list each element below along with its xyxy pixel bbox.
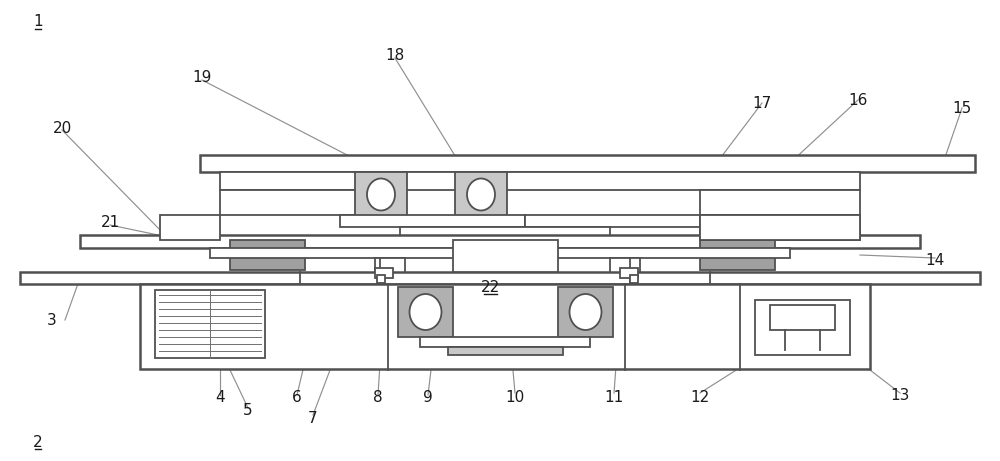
Text: 10: 10 xyxy=(505,390,525,404)
Bar xyxy=(448,347,563,355)
Bar xyxy=(755,300,850,355)
Bar xyxy=(210,248,790,258)
Bar xyxy=(630,275,638,283)
Bar xyxy=(140,284,870,369)
Bar xyxy=(200,155,975,172)
Bar xyxy=(700,190,860,215)
Bar xyxy=(220,190,380,215)
Bar xyxy=(455,172,507,217)
Text: 14: 14 xyxy=(925,253,945,267)
Text: 9: 9 xyxy=(423,390,433,404)
Bar xyxy=(620,268,638,278)
Bar xyxy=(420,337,590,347)
Text: 17: 17 xyxy=(752,95,772,111)
Bar xyxy=(230,240,305,270)
Text: 3: 3 xyxy=(47,313,57,327)
Bar xyxy=(355,172,407,217)
Bar xyxy=(558,287,613,337)
Text: 19: 19 xyxy=(192,71,212,85)
Bar xyxy=(453,240,558,272)
Bar xyxy=(398,287,453,337)
Text: 15: 15 xyxy=(952,100,972,116)
Bar xyxy=(155,290,265,358)
Bar xyxy=(525,215,710,227)
Bar xyxy=(340,215,525,227)
Text: 6: 6 xyxy=(292,390,302,404)
Text: 20: 20 xyxy=(52,120,72,136)
Text: 4: 4 xyxy=(215,390,225,404)
Text: 2: 2 xyxy=(33,435,43,449)
Text: 16: 16 xyxy=(848,93,868,107)
Bar xyxy=(20,272,980,284)
Text: 22: 22 xyxy=(480,279,500,295)
Text: 11: 11 xyxy=(604,390,624,404)
Text: 1: 1 xyxy=(33,14,43,30)
Text: 8: 8 xyxy=(373,390,383,404)
Bar xyxy=(700,240,775,270)
Text: 5: 5 xyxy=(243,402,253,418)
Text: 7: 7 xyxy=(308,410,318,426)
Bar xyxy=(160,215,220,240)
Ellipse shape xyxy=(570,294,602,330)
Bar xyxy=(700,215,860,240)
Ellipse shape xyxy=(367,178,395,211)
Text: 21: 21 xyxy=(100,214,120,230)
Bar xyxy=(377,275,385,283)
Bar xyxy=(700,215,860,240)
Bar xyxy=(220,172,860,190)
Ellipse shape xyxy=(410,294,442,330)
Text: 18: 18 xyxy=(385,47,405,63)
Text: 13: 13 xyxy=(890,388,910,402)
Bar xyxy=(375,258,405,273)
Bar xyxy=(80,235,920,248)
Bar xyxy=(400,227,610,242)
Bar xyxy=(770,305,835,330)
Bar xyxy=(610,258,640,273)
Bar xyxy=(375,268,393,278)
Text: 12: 12 xyxy=(690,390,710,404)
Ellipse shape xyxy=(467,178,495,211)
